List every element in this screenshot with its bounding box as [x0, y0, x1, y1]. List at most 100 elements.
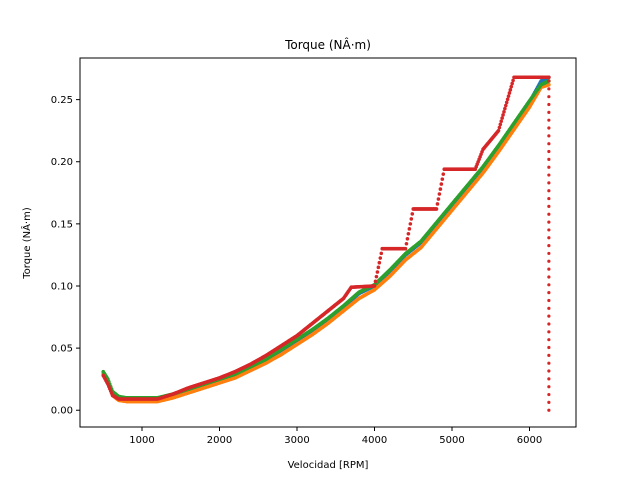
data-point	[547, 306, 551, 310]
data-point	[547, 102, 551, 107]
data-point	[410, 212, 415, 216]
data-point	[501, 113, 505, 117]
data-point	[547, 298, 551, 303]
data-point	[547, 408, 551, 412]
data-point	[547, 204, 551, 209]
data-point	[439, 182, 444, 186]
x-axis: 1000 2000 3000 4000 5000 6000	[129, 427, 542, 446]
y-axis-label: Torque (NÂ·m)	[20, 207, 33, 280]
data-point	[503, 103, 508, 108]
x-axis-label: Velocidad [RPM]	[288, 460, 369, 471]
data-point	[437, 192, 442, 196]
data-point	[498, 122, 503, 127]
data-point	[547, 228, 551, 232]
data-point	[547, 134, 551, 138]
data-point	[440, 177, 445, 181]
chart-title: Torque (NÂ·m)	[284, 37, 371, 52]
data-point	[547, 165, 551, 169]
x-tick-label: 2000	[207, 435, 232, 446]
data-point	[547, 212, 551, 216]
data-point	[547, 79, 551, 83]
data-point	[509, 84, 514, 89]
data-point	[378, 256, 383, 260]
data-point	[547, 75, 551, 80]
data-point	[547, 157, 551, 161]
data-point	[547, 259, 551, 263]
data-point	[436, 197, 441, 201]
plot-area	[101, 75, 551, 412]
data-point	[547, 291, 551, 295]
data-point	[406, 232, 411, 236]
data-point	[547, 126, 551, 130]
data-point	[547, 87, 551, 91]
data-point	[547, 400, 551, 404]
data-point	[403, 246, 408, 251]
data-point	[547, 236, 551, 240]
data-point	[441, 172, 446, 176]
y-tick-label: 0.05	[51, 344, 73, 355]
data-point	[547, 82, 551, 87]
data-point	[511, 78, 515, 83]
data-point	[376, 265, 381, 270]
axes-frame	[79, 57, 577, 428]
data-point	[504, 100, 509, 105]
data-point	[506, 94, 511, 98]
x-tick-label: 4000	[362, 435, 387, 446]
data-point	[547, 196, 551, 201]
data-point	[510, 81, 514, 86]
data-point	[547, 110, 551, 114]
data-point	[496, 128, 501, 133]
data-point	[375, 270, 380, 274]
data-point	[547, 95, 551, 99]
y-tick-label: 0.20	[51, 157, 73, 168]
data-point	[547, 338, 551, 342]
data-point	[547, 189, 551, 193]
data-point	[404, 241, 409, 246]
x-tick-label: 6000	[517, 435, 542, 446]
data-point	[547, 361, 551, 365]
data-point	[379, 251, 384, 256]
y-tick-label: 0.00	[51, 406, 73, 417]
data-point	[503, 106, 507, 111]
data-point	[547, 142, 551, 146]
data-point	[547, 275, 551, 279]
data-point	[408, 222, 413, 226]
data-point	[377, 260, 382, 265]
data-point	[505, 97, 510, 102]
y-tick-label: 0.15	[51, 219, 73, 230]
data-point	[547, 322, 551, 326]
y-tick-label: 0.10	[51, 281, 73, 292]
y-axis: 0.00 0.05 0.10 0.15 0.20 0.25	[51, 95, 80, 417]
data-point	[435, 202, 440, 206]
data-point	[547, 314, 551, 318]
series-2	[101, 82, 551, 404]
data-point	[547, 369, 551, 373]
data-point	[547, 377, 551, 381]
x-tick-label: 3000	[284, 435, 309, 446]
data-point	[502, 110, 506, 114]
data-point	[507, 91, 512, 95]
data-point	[547, 251, 551, 256]
data-point	[547, 181, 551, 185]
data-point	[438, 187, 443, 191]
data-point	[373, 279, 378, 284]
data-point	[372, 284, 377, 288]
data-point	[547, 392, 551, 397]
data-point	[374, 274, 379, 279]
data-point	[547, 385, 551, 389]
data-point	[547, 220, 551, 224]
data-point	[499, 119, 504, 124]
data-point	[508, 88, 513, 92]
data-point	[405, 236, 410, 241]
data-point	[547, 244, 551, 248]
series-4	[101, 75, 551, 412]
data-point	[547, 173, 551, 177]
data-point	[409, 217, 414, 221]
data-point	[547, 118, 551, 122]
data-point	[547, 149, 551, 154]
data-point	[547, 267, 551, 271]
data-point	[500, 116, 504, 120]
data-point	[407, 227, 412, 231]
